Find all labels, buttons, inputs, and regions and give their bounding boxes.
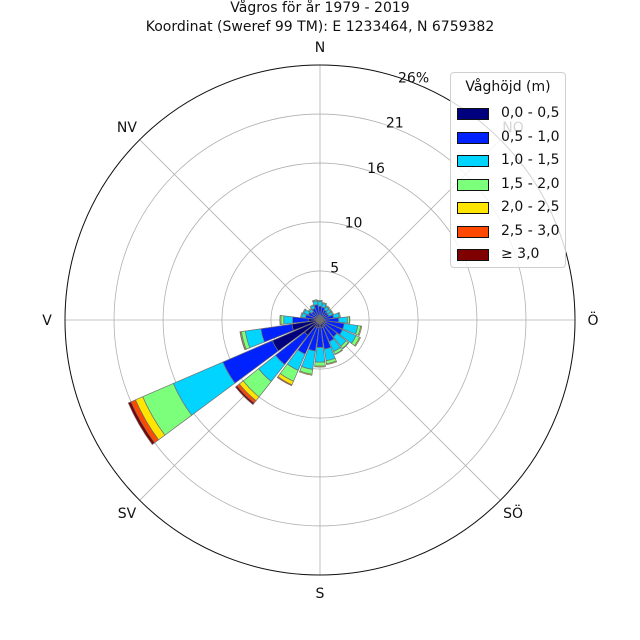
direction-label-v: V [42,313,52,329]
legend-swatch [457,202,489,214]
bar-segment-2-3 [325,305,330,309]
radial-tick-label-0: 5 [330,261,339,277]
legend-label: 2,0 - 2,5 [501,199,560,215]
legend-label: 0,5 - 1,0 [501,128,560,145]
direction-label-sv: SV [118,506,137,522]
direction-label-n: N [315,40,325,56]
bar-segment-23-3 [311,299,318,303]
grid-spoke-7 [139,139,321,321]
chart-title: Vågros för år 1979 - 2019 [230,0,410,16]
grid-spoke-3 [319,319,501,501]
polar-labels: NNOÖSÖSSVVNV510162126% [42,40,598,602]
legend-label: 2,5 - 3,0 [501,222,560,239]
bar-segment-1-3 [322,302,327,305]
chart-subtitle: Koordinat (Sweref 99 TM): E 1233464, N 6… [145,19,495,35]
legend-label: ≥ 3,0 [501,246,540,262]
radial-tick-label-1: 10 [345,215,363,231]
bar-segment-0-2 [317,301,323,307]
bar-segment-15-6 [234,385,255,406]
legend-label: 0,0 - 0,5 [501,105,560,121]
bar-segment-12-3 [314,361,326,367]
bar-segment-8-4 [354,336,361,347]
bar-segment-18-4 [279,314,282,326]
wave-rose-bars [127,299,363,446]
legend: Våghöjd (m) 0,0 - 0,5 0,5 - 1,0 1,0 - 1,5 1… [450,72,566,268]
bar-segment-13-4 [298,370,313,376]
direction-label-sö: SÖ [503,504,523,522]
legend-label: 1,5 - 2,0 [501,175,560,192]
legend-swatch [457,131,489,144]
bar-segment-0-3 [317,300,323,302]
radial-tick-label-4: 26% [398,70,429,86]
bar-segment-18-2 [283,315,294,325]
bar-segment-10-4 [334,349,344,356]
bar-segment-16-6 [127,401,156,446]
bar-segment-4-3 [330,310,334,316]
direction-label-s: S [316,586,325,602]
legend-title: Våghöjd (m) [465,79,551,95]
bar-segment-12-4 [314,365,326,368]
bar-segment-6-2 [338,316,348,324]
bar-segment-17-5 [239,331,246,351]
bar-segment-20-3 [302,308,307,314]
outer-circle [64,64,576,576]
legend-swatch [457,108,489,120]
bar-segment-5-3 [337,311,341,318]
polar-outline [64,64,576,576]
bar-segment-6-4 [348,316,351,324]
bar-segment-14-5 [276,376,293,387]
bar-segment-11-4 [326,360,338,366]
bar-segment-3-3 [328,307,333,312]
bar-segment-12-2 [314,346,326,363]
legend-label: 1,0 - 1,5 [501,152,560,168]
radial-tick-label-3: 21 [386,116,404,132]
legend-swatch [457,178,489,191]
legend-swatch [457,155,489,167]
direction-label-ö: Ö [587,311,598,329]
bar-segment-19-3 [300,312,304,318]
radial-tick-label-2: 16 [367,161,385,177]
legend-swatch [457,249,489,261]
bar-segment-21-3 [307,307,312,312]
legend-swatch [457,225,489,238]
direction-label-nv: NV [117,120,137,136]
bar-segment-7-4 [357,325,363,336]
bar-segment-22-3 [309,304,315,308]
bar-segment-9-4 [342,342,350,350]
